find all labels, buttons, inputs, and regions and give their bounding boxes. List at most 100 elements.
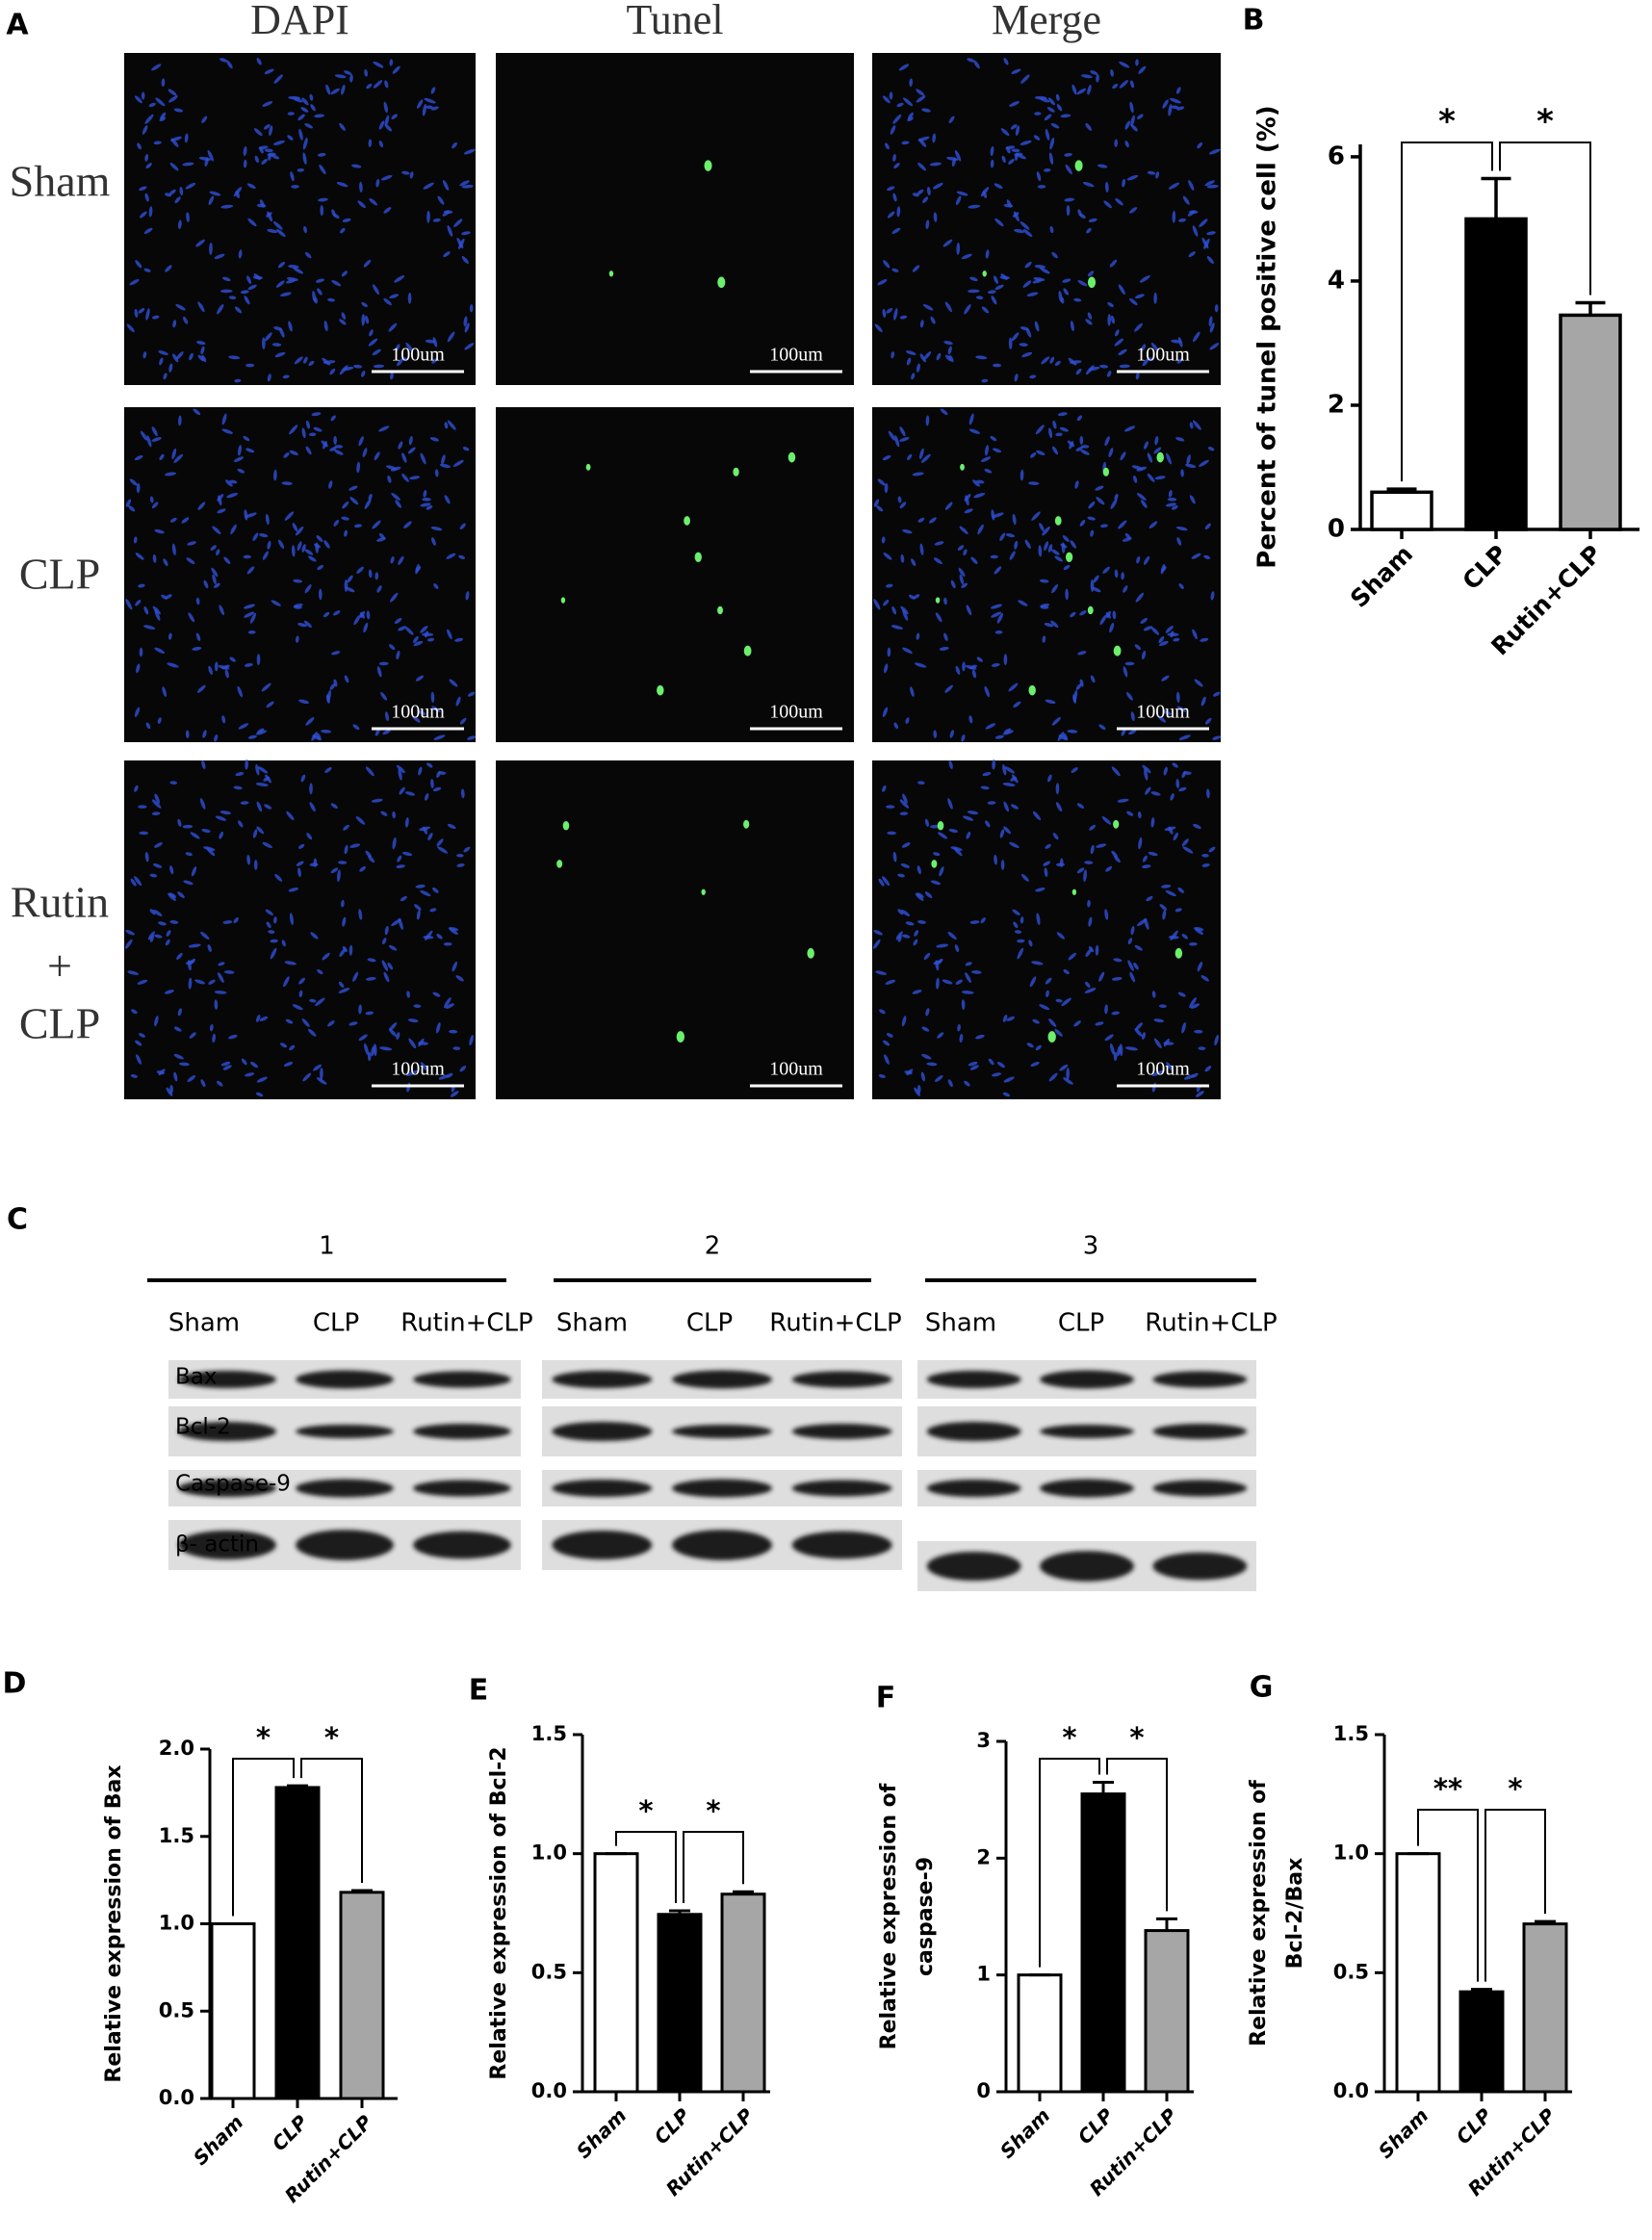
nucleus	[455, 975, 464, 982]
nucleus	[273, 74, 283, 84]
nucleus	[933, 557, 942, 565]
nucleus	[1104, 1004, 1108, 1015]
nucleus	[139, 186, 147, 192]
nucleus	[265, 513, 270, 526]
nucleus	[1057, 412, 1068, 417]
cells	[873, 759, 1219, 1097]
nucleus	[222, 920, 233, 924]
nucleus	[181, 517, 190, 524]
nucleus	[423, 935, 434, 940]
nucleus	[289, 425, 298, 435]
nucleus	[1177, 991, 1186, 997]
nucleus	[994, 854, 997, 865]
nucleus	[881, 536, 886, 544]
nucleus	[166, 930, 171, 937]
nucleus	[365, 976, 376, 981]
nucleus	[437, 195, 445, 205]
nucleus	[297, 623, 307, 628]
nucleus	[1174, 908, 1182, 913]
nucleus	[902, 793, 908, 804]
nucleus	[219, 58, 228, 63]
nucleus	[1077, 209, 1082, 218]
nucleus	[1045, 699, 1056, 705]
nucleus	[876, 505, 884, 512]
nucleus	[1157, 715, 1167, 723]
nucleus	[1107, 371, 1112, 377]
nucleus	[1051, 583, 1059, 594]
nucleus	[955, 665, 961, 675]
nucleus	[265, 774, 271, 784]
nucleus	[949, 730, 954, 738]
nucleus	[906, 357, 912, 366]
blot-band	[672, 1370, 772, 1389]
nucleus	[277, 261, 286, 269]
nucleus	[1058, 291, 1063, 302]
nucleus	[1177, 887, 1185, 893]
cells	[560, 451, 796, 696]
nucleus	[914, 662, 927, 668]
nucleus	[1028, 940, 1033, 947]
nucleus	[1059, 426, 1069, 432]
nucleus	[1153, 1038, 1162, 1049]
nucleus	[340, 227, 346, 234]
nucleus	[918, 138, 927, 147]
nucleus	[297, 114, 305, 121]
nucleus	[144, 193, 149, 202]
nucleus	[878, 878, 885, 887]
nucleus	[1080, 450, 1090, 455]
nucleus	[439, 463, 452, 469]
nucleus	[342, 916, 347, 927]
nucleus	[1040, 603, 1050, 608]
lane-label: CLP	[1058, 1309, 1104, 1338]
nucleus	[374, 451, 380, 461]
nucleus	[459, 523, 466, 530]
nucleus	[344, 70, 352, 75]
nucleus	[344, 529, 348, 537]
nucleus	[322, 357, 331, 366]
nucleus	[1002, 783, 1016, 786]
nucleus	[399, 786, 405, 795]
nucleus	[1113, 1051, 1118, 1062]
nucleus	[453, 219, 463, 228]
nucleus	[1191, 553, 1201, 559]
nucleus	[1102, 566, 1110, 574]
nucleus	[246, 566, 255, 575]
nucleus	[152, 554, 157, 563]
nucleus	[169, 865, 174, 875]
nucleus	[246, 275, 252, 284]
cells	[126, 58, 476, 383]
nucleus	[310, 932, 319, 940]
nucleus	[195, 632, 201, 641]
nucleus	[356, 461, 361, 474]
nucleus	[919, 448, 924, 459]
nucleus	[317, 152, 326, 157]
nucleus	[984, 685, 990, 698]
nucleus	[1135, 1022, 1143, 1031]
nucleus	[331, 280, 342, 287]
bar	[1522, 1922, 1568, 2094]
nucleus	[245, 512, 257, 518]
nucleus	[425, 793, 429, 801]
replicate-label: 3	[1083, 1232, 1099, 1261]
error-bar	[1093, 1780, 1114, 1794]
nucleus	[994, 631, 1003, 634]
nucleus	[262, 551, 269, 560]
nucleus	[229, 657, 236, 662]
lane-label: Rutin+CLP	[400, 1309, 532, 1338]
nucleus	[460, 788, 465, 799]
nucleus	[173, 108, 184, 113]
nucleus	[337, 869, 341, 883]
nucleus	[368, 855, 375, 863]
nucleus	[222, 276, 231, 282]
nucleus	[930, 880, 942, 886]
nucleus	[217, 972, 224, 983]
nucleus	[884, 482, 889, 494]
nucleus	[256, 654, 261, 666]
nucleus	[912, 193, 919, 197]
nucleus	[301, 1018, 310, 1027]
bar	[657, 1913, 703, 2094]
nucleus	[1175, 779, 1180, 788]
nucleus	[301, 427, 306, 439]
nucleus	[447, 629, 452, 640]
nucleus	[964, 1080, 970, 1087]
